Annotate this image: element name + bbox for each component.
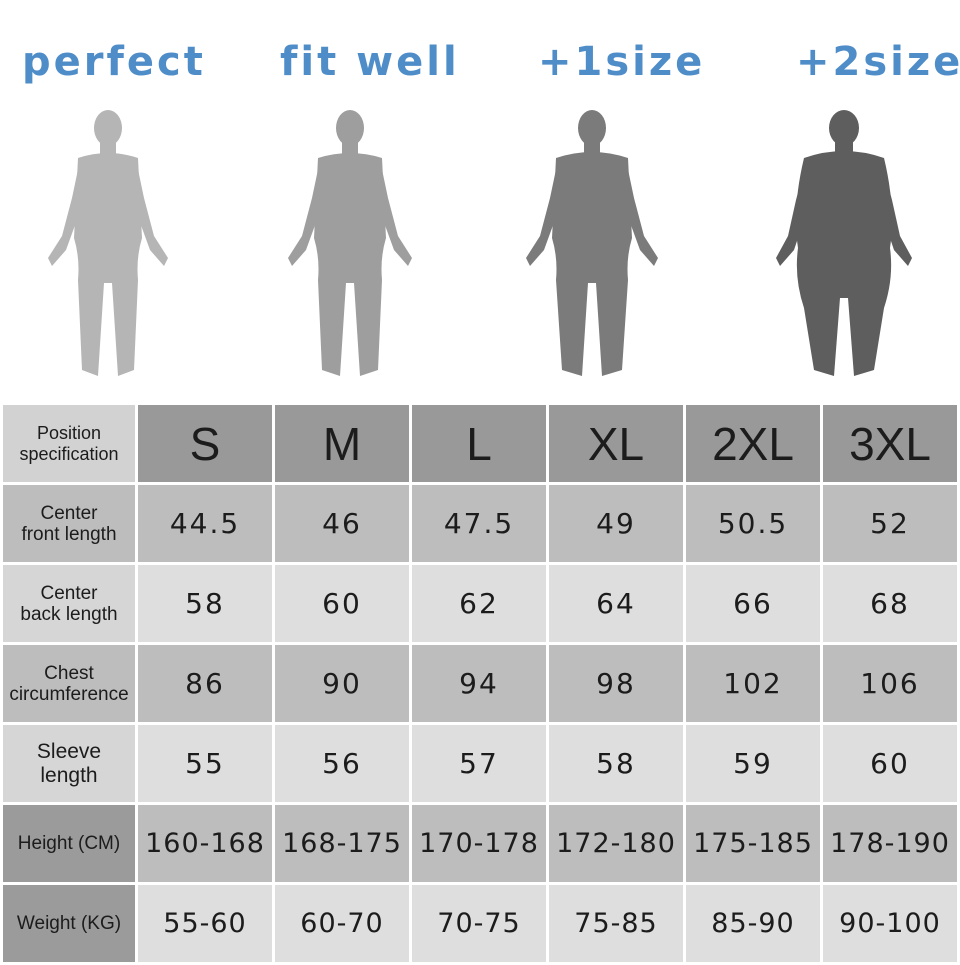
table-cell: 90-100 (820, 882, 960, 965)
row-label-chest-circumference: Chest circumference (0, 642, 138, 725)
table-cell: 59 (683, 722, 823, 805)
table-cell: 178-190 (820, 802, 960, 885)
row-label-line: Weight (KG) (16, 913, 122, 934)
row-label-center-front-length: Center front length (0, 482, 138, 565)
body-silhouette-broad (526, 110, 658, 376)
row-label-line: circumference (9, 683, 129, 705)
row-label-line: Height (CM) (17, 833, 121, 854)
size-header-l: L (409, 402, 549, 485)
row-label-weight: Weight (KG) (0, 882, 138, 965)
table-row-center-front-length: Center front length 44.5 46 47.5 49 50.5… (0, 482, 960, 565)
table-row-chest-circumference: Chest circumference 86 90 94 98 102 106 (0, 642, 960, 725)
body-figure-regular-icon (280, 108, 420, 383)
fit-label-perfect: perfect (22, 39, 206, 85)
table-row-height: Height (CM) 160-168 168-175 170-178 172-… (0, 802, 960, 885)
table-cell: 62 (409, 562, 549, 645)
table-cell: 94 (409, 642, 549, 725)
row-label-line: Center (40, 582, 98, 604)
table-cell: 58 (135, 562, 275, 645)
table-cell: 56 (272, 722, 412, 805)
table-cell: 70-75 (409, 882, 549, 965)
table-cell: 160-168 (135, 802, 275, 885)
table-row-sleeve-length: Sleeve length 55 56 57 58 59 60 (0, 722, 960, 805)
table-cell: 60 (820, 722, 960, 805)
table-cell: 55-60 (135, 882, 275, 965)
table-cell: 57 (409, 722, 549, 805)
size-header-s: S (135, 402, 275, 485)
table-cell: 175-185 (683, 802, 823, 885)
body-silhouette-large (776, 110, 912, 376)
size-header-row: Position specification S M L XL 2XL 3XL (0, 402, 960, 485)
table-cell: 168-175 (272, 802, 412, 885)
table-cell: 85-90 (683, 882, 823, 965)
table-cell: 60 (272, 562, 412, 645)
table-cell: 86 (135, 642, 275, 725)
table-cell: 60-70 (272, 882, 412, 965)
size-header-3xl: 3XL (820, 402, 960, 485)
table-row-weight: Weight (KG) 55-60 60-70 70-75 75-85 85-9… (0, 882, 960, 965)
size-chart-table: Position specification S M L XL 2XL 3XL … (0, 402, 960, 965)
table-cell: 68 (820, 562, 960, 645)
table-cell: 170-178 (409, 802, 549, 885)
table-cell: 172-180 (546, 802, 686, 885)
table-row-center-back-length: Center back length 58 60 62 64 66 68 (0, 562, 960, 645)
row-label-line: back length (20, 603, 118, 625)
table-cell: 55 (135, 722, 275, 805)
table-cell: 44.5 (135, 482, 275, 565)
fit-label-fit-well: fit well (280, 39, 460, 85)
table-cell: 49 (546, 482, 686, 565)
row-label-height: Height (CM) (0, 802, 138, 885)
table-cell: 47.5 (409, 482, 549, 565)
header-label: Position specification (19, 422, 119, 464)
body-figure-broad-icon (522, 108, 662, 383)
fit-label-plus-2-size: +2size (796, 39, 960, 85)
table-cell: 102 (683, 642, 823, 725)
size-header-2xl: 2XL (683, 402, 823, 485)
body-silhouette-slim (48, 110, 168, 376)
row-label-line: Sleeve (36, 739, 102, 763)
row-label-line: front length (21, 523, 117, 545)
header-label-cell: Position specification (0, 402, 138, 485)
row-label-line: Chest (44, 662, 94, 684)
body-figure-slim-icon (38, 108, 178, 383)
table-cell: 50.5 (683, 482, 823, 565)
row-label-sleeve-length: Sleeve length (0, 722, 138, 805)
size-header-m: M (272, 402, 412, 485)
table-cell: 46 (272, 482, 412, 565)
row-label-line: length (40, 763, 98, 787)
table-cell: 75-85 (546, 882, 686, 965)
table-cell: 58 (546, 722, 686, 805)
body-silhouette-regular (288, 110, 412, 376)
size-header-xl: XL (546, 402, 686, 485)
table-cell: 106 (820, 642, 960, 725)
table-cell: 66 (683, 562, 823, 645)
table-cell: 90 (272, 642, 412, 725)
body-figure-large-icon (774, 108, 914, 383)
table-cell: 52 (820, 482, 960, 565)
table-cell: 64 (546, 562, 686, 645)
row-label-center-back-length: Center back length (0, 562, 138, 645)
table-cell: 98 (546, 642, 686, 725)
fit-label-plus-1-size: +1size (538, 39, 706, 85)
row-label-line: Center (40, 502, 98, 524)
